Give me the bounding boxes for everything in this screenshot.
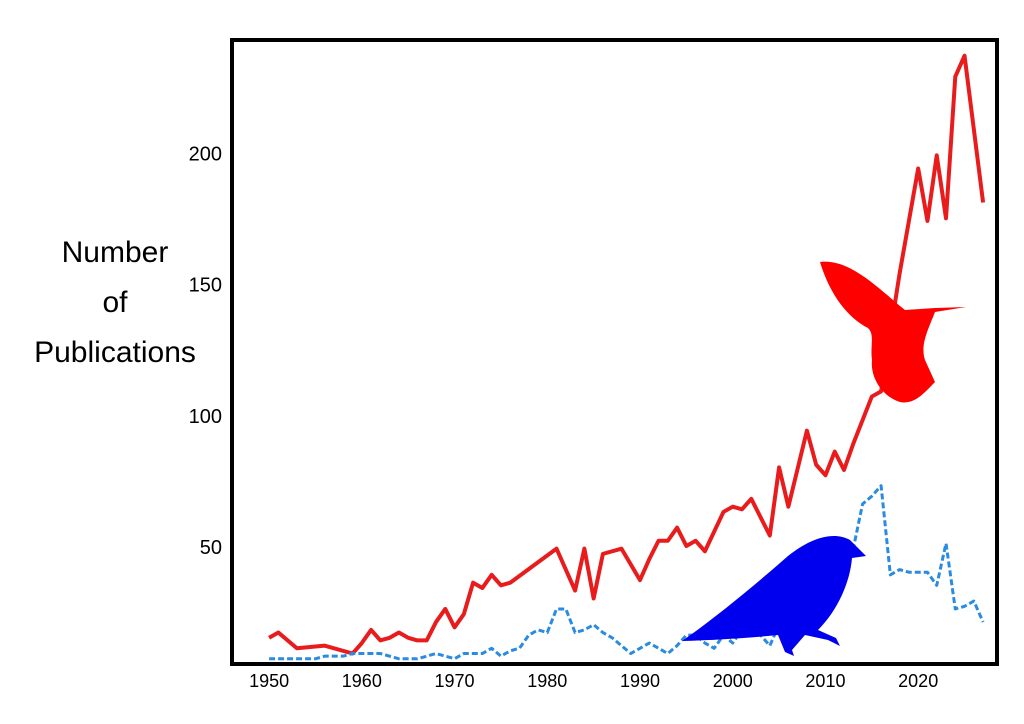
y-tick-label: 150 — [189, 275, 222, 297]
x-tick-label: 1990 — [620, 671, 660, 691]
y-tick-label: 50 — [200, 537, 222, 559]
x-tick-label: 2010 — [805, 671, 845, 691]
plot-frame — [230, 38, 999, 666]
hummingbird — [820, 261, 966, 403]
y-tick-label: 100 — [189, 406, 222, 428]
y-tick-label: 200 — [189, 144, 222, 166]
x-tick-label: 2000 — [713, 671, 753, 691]
bird-silhouettes — [682, 261, 966, 656]
x-tick-label: 1950 — [249, 671, 289, 691]
series-line — [268, 53, 986, 656]
series-line — [269, 484, 985, 661]
y-axis-label: Number of Publications — [34, 236, 196, 369]
songbird — [682, 535, 866, 656]
x-tick-label: 1960 — [342, 671, 382, 691]
x-tick-label: 1970 — [435, 671, 475, 691]
x-tick-label: 2020 — [898, 671, 938, 691]
x-tick-label: 1980 — [527, 671, 567, 691]
plot-data — [268, 53, 986, 661]
